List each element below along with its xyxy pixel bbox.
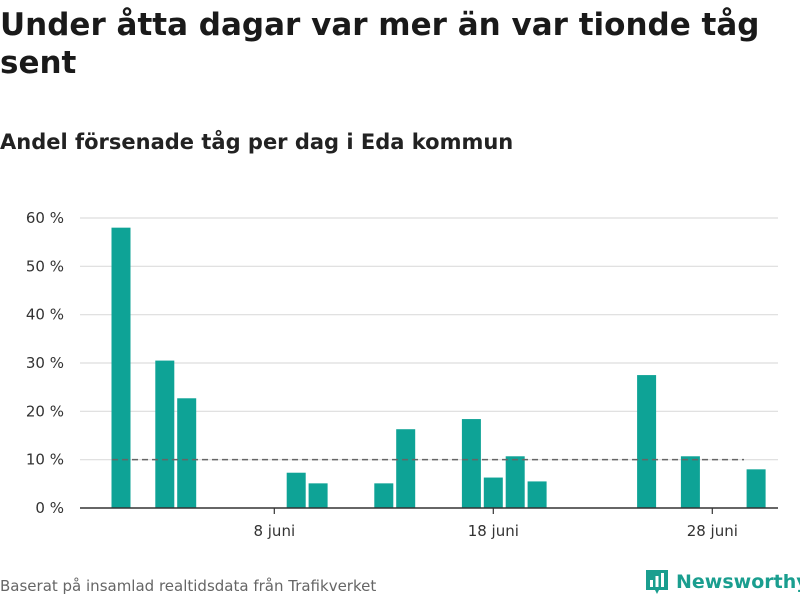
y-tick-label: 30 %	[26, 354, 64, 372]
bar[interactable]	[527, 481, 547, 508]
chart-subtitle: Andel försenade tåg per dag i Eda kommun	[0, 130, 514, 154]
bar-chart: 0 % 10 % 20 % 30 % 40 % 50 % 60 % 8 juni 18 jun…	[26, 209, 778, 540]
bar[interactable]	[177, 398, 197, 508]
chart-title: Under åtta dagar var mer än var tionde t…	[0, 7, 760, 81]
bar[interactable]	[308, 483, 328, 508]
y-tick-label: 10 %	[26, 451, 64, 469]
source-note: Baserat på insamlad realtidsdata från Tr…	[0, 577, 377, 595]
bar[interactable]	[396, 429, 416, 508]
y-tick-label: 50 %	[26, 257, 64, 275]
bar[interactable]	[286, 472, 306, 508]
x-tick-label: 18 juni	[468, 522, 519, 540]
y-tick-label: 0 %	[35, 499, 64, 517]
x-tick-label: 8 juni	[253, 522, 295, 540]
bar[interactable]	[680, 456, 700, 508]
bar[interactable]	[505, 456, 525, 508]
bar[interactable]	[483, 477, 503, 508]
brand-logo[interactable]: Newsworthy	[644, 568, 800, 596]
bar[interactable]	[746, 469, 766, 508]
bar[interactable]	[111, 227, 131, 508]
x-axis: 8 juni 18 juni 28 juni	[80, 507, 778, 540]
y-tick-label: 60 %	[26, 209, 64, 227]
x-tick-label: 28 juni	[687, 522, 738, 540]
bar[interactable]	[461, 419, 481, 508]
brand-name: Newsworthy	[676, 571, 800, 593]
y-tick-label: 20 %	[26, 402, 64, 420]
bar[interactable]	[637, 375, 657, 508]
bar-chart-logo-icon	[646, 570, 668, 594]
bar[interactable]	[155, 360, 175, 508]
bars	[111, 227, 766, 508]
bar[interactable]	[374, 483, 394, 508]
gridlines	[80, 217, 778, 461]
y-axis-tick-labels: 0 % 10 % 20 % 30 % 40 % 50 % 60 %	[26, 209, 64, 517]
y-tick-label: 40 %	[26, 306, 64, 324]
